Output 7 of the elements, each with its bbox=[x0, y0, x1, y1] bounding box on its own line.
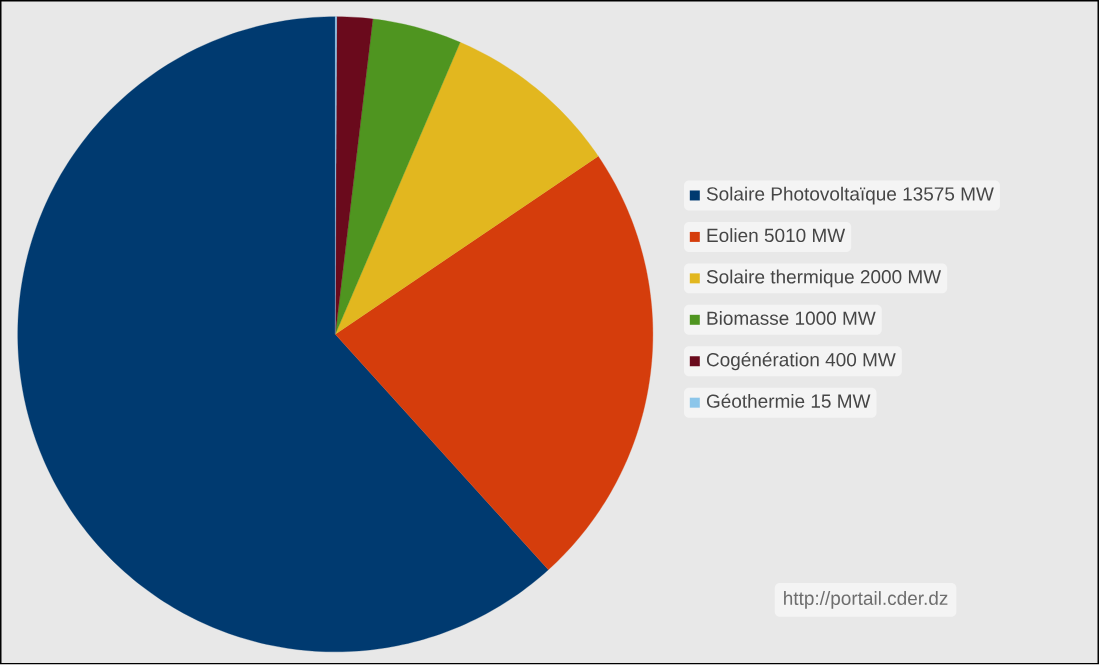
legend-label: Eolien 5010 MW bbox=[707, 228, 846, 243]
legend-label: Géothermie 15 MW bbox=[706, 393, 871, 409]
legend-label: Biomasse 1000 MW bbox=[707, 311, 876, 326]
text: http://portail.cder.dz bbox=[784, 591, 948, 609]
legend-label: Solaire thermique 2000 MW bbox=[706, 269, 942, 288]
legend-label: Cogénération 400 MW bbox=[706, 352, 896, 371]
legend-label: Solaire Photovoltaïque 13575 MW bbox=[706, 186, 994, 205]
